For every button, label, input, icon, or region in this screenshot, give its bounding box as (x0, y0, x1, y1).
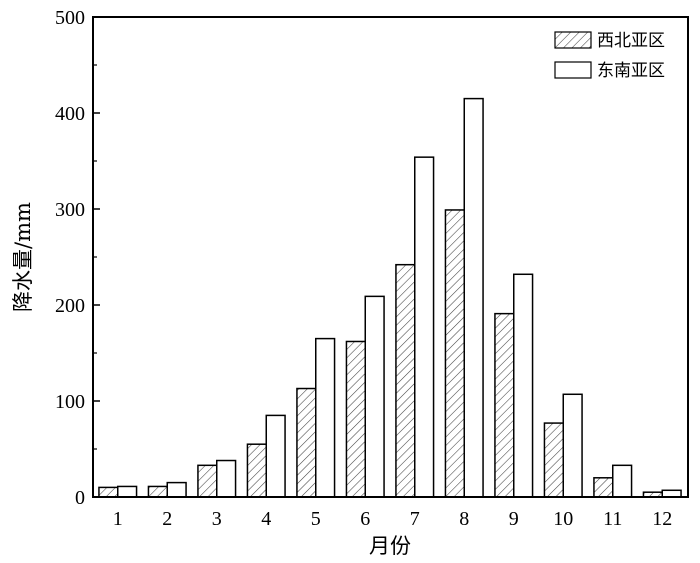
bar-northwest-8 (444, 209, 466, 498)
y-tick-label-200: 200 (55, 295, 85, 317)
y-tick-label-100: 100 (55, 391, 85, 413)
bar-southeast-5 (315, 337, 336, 498)
plot-frame (92, 16, 689, 498)
y-tick-label-400: 400 (55, 103, 85, 125)
bar-northwest-10 (543, 422, 565, 498)
bar-southeast-2 (166, 481, 187, 498)
y-axis-title: 降水量/mm (11, 202, 35, 312)
x-axis-title: 月份 (369, 534, 411, 558)
bar-northwest-6 (345, 340, 367, 498)
legend-swatch-southeast (554, 61, 592, 79)
bar-northwest-1 (98, 486, 119, 498)
y-tick-label-500: 500 (55, 7, 85, 29)
y-axis: 0 100 200 300 400 500 (55, 7, 100, 509)
x-tick-label-10: 10 (553, 508, 573, 530)
x-tick-label-7: 7 (410, 508, 420, 530)
legend-label-southeast: 东南亚区 (597, 61, 665, 81)
x-tick-label-6: 6 (360, 508, 370, 530)
bar-southeast-4 (265, 414, 286, 498)
x-tick-label-12: 12 (652, 508, 672, 530)
bar-northwest-9 (494, 312, 515, 498)
bar-southeast-6 (364, 295, 385, 498)
bar-northwest-11 (593, 477, 614, 498)
bar-southeast-12 (661, 489, 682, 498)
x-tick-label-2: 2 (162, 508, 172, 530)
bar-southeast-9 (513, 273, 534, 498)
x-axis: 1 2 3 4 5 6 7 8 9 10 11 12 (113, 491, 672, 530)
legend-label-northwest: 西北亚区 (597, 31, 665, 51)
y-tick-label-300: 300 (55, 199, 85, 221)
bar-southeast-3 (216, 459, 237, 498)
x-tick-label-1: 1 (113, 508, 123, 530)
x-tick-label-11: 11 (603, 508, 622, 530)
y-tick-label-0: 0 (75, 487, 85, 509)
bar-northwest-5 (296, 387, 317, 498)
bar-southeast-11 (612, 464, 633, 498)
bar-northwest-2 (147, 485, 169, 498)
bar-southeast-1 (117, 485, 138, 498)
x-tick-label-4: 4 (261, 508, 271, 530)
x-tick-label-9: 9 (509, 508, 519, 530)
bar-northwest-3 (197, 464, 218, 498)
bars-group (98, 97, 682, 498)
legend: 西北亚区 东南亚区 (554, 31, 665, 81)
bar-northwest-7 (395, 263, 416, 498)
x-tick-label-5: 5 (311, 508, 321, 530)
x-tick-label-8: 8 (459, 508, 469, 530)
bar-southeast-7 (414, 156, 435, 498)
bar-northwest-4 (246, 443, 268, 498)
bar-southeast-8 (463, 97, 484, 498)
legend-swatch-northwest (554, 31, 592, 49)
bar-southeast-10 (562, 393, 583, 498)
x-tick-label-3: 3 (212, 508, 222, 530)
